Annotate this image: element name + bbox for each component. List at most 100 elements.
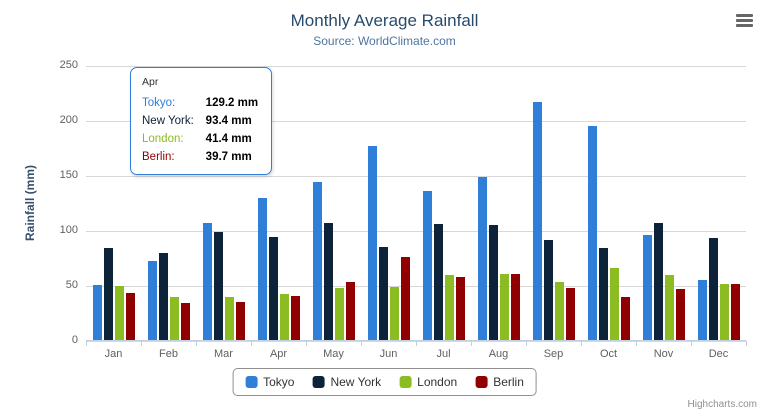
x-axis-label: Apr <box>269 348 288 360</box>
x-axis-label: Nov <box>653 348 674 360</box>
bar-berlin-jun[interactable] <box>400 257 410 340</box>
bar-tokyo-feb[interactable] <box>147 261 157 340</box>
legend-label: Tokyo <box>263 375 295 389</box>
x-axis-tick <box>471 341 472 346</box>
bar-berlin-jul[interactable] <box>455 277 465 340</box>
bar-new-york-feb[interactable] <box>158 253 168 340</box>
legend-item-london[interactable]: London <box>399 375 457 389</box>
x-axis-tick <box>691 341 692 346</box>
bar-new-york-jul[interactable] <box>433 224 443 340</box>
x-axis-tick <box>416 341 417 346</box>
bar-london-mar[interactable] <box>224 297 234 340</box>
bar-tokyo-jan[interactable] <box>92 285 102 340</box>
x-axis-label: Jul <box>436 348 451 360</box>
y-axis-title: Rainfall (mm) <box>23 164 37 242</box>
legend-swatch <box>245 376 258 388</box>
tooltip-header: Apr <box>142 76 159 88</box>
legend-label: London <box>417 375 458 389</box>
x-axis-label: Dec <box>708 348 729 360</box>
x-axis-tick <box>306 341 307 346</box>
bar-london-jul[interactable] <box>444 275 454 340</box>
bar-new-york-jan[interactable] <box>103 248 113 340</box>
bar-london-oct[interactable] <box>609 268 619 340</box>
bar-new-york-sep[interactable] <box>543 240 553 340</box>
bar-berlin-dec[interactable] <box>730 284 740 340</box>
bar-tokyo-apr[interactable] <box>257 198 267 340</box>
bar-tokyo-mar[interactable] <box>202 223 212 340</box>
y-axis-label: 0 <box>71 334 78 346</box>
gridline <box>86 121 746 122</box>
bar-berlin-nov[interactable] <box>675 289 685 340</box>
bar-tokyo-dec[interactable] <box>697 280 707 340</box>
bar-berlin-mar[interactable] <box>235 302 245 340</box>
bar-new-york-oct[interactable] <box>598 248 608 340</box>
bar-london-aug[interactable] <box>499 274 509 340</box>
gridline <box>86 66 746 67</box>
bar-london-apr[interactable] <box>279 294 289 340</box>
x-axis-tick <box>526 341 527 346</box>
bar-new-york-mar[interactable] <box>213 232 223 340</box>
bar-new-york-jun[interactable] <box>378 247 388 340</box>
credits-link[interactable]: Highcharts.com <box>687 399 757 410</box>
bar-berlin-aug[interactable] <box>510 274 520 340</box>
bar-tokyo-sep[interactable] <box>532 102 542 340</box>
legend-item-berlin[interactable]: Berlin <box>475 375 524 389</box>
bar-tokyo-jun[interactable] <box>367 146 377 340</box>
tooltip-series-name: London: <box>142 133 184 145</box>
legend-item-tokyo[interactable]: Tokyo <box>245 375 294 389</box>
x-axis-tick <box>581 341 582 346</box>
export-menu-icon[interactable] <box>736 14 753 27</box>
bar-new-york-aug[interactable] <box>488 225 498 340</box>
legend-item-new-york[interactable]: New York <box>312 375 381 389</box>
bar-berlin-apr[interactable] <box>290 296 300 340</box>
bar-london-dec[interactable] <box>719 284 729 340</box>
bar-berlin-oct[interactable] <box>620 297 630 340</box>
tooltip-series-value: 129.2 mm <box>205 97 259 109</box>
bar-new-york-nov[interactable] <box>653 223 663 340</box>
bar-tokyo-oct[interactable] <box>587 126 597 340</box>
bar-new-york-apr[interactable] <box>268 237 278 340</box>
x-axis-label: Jun <box>379 348 398 360</box>
tooltip-series-name: Berlin: <box>142 151 175 163</box>
bar-london-may[interactable] <box>334 288 344 340</box>
x-axis-label: Oct <box>599 348 618 360</box>
bar-london-feb[interactable] <box>169 297 179 340</box>
chart-subtitle: Source: WorldClimate.com <box>313 34 456 48</box>
legend-label: Berlin <box>493 375 524 389</box>
x-axis-label: Aug <box>488 348 509 360</box>
bar-tokyo-aug[interactable] <box>477 177 487 340</box>
menu-bar <box>736 14 753 17</box>
bar-london-jan[interactable] <box>114 286 124 340</box>
plot-area: 0 50 100 150 200 250 Jan Feb Mar Apr May Jun Jul Aug S… <box>60 59 747 360</box>
bar-london-nov[interactable] <box>664 275 674 340</box>
gridline <box>86 176 746 177</box>
bar-berlin-sep[interactable] <box>565 288 575 340</box>
bar-berlin-feb[interactable] <box>180 303 190 340</box>
bar-london-jun[interactable] <box>389 287 399 340</box>
bar-new-york-dec[interactable] <box>708 238 718 340</box>
x-axis-tick <box>636 341 637 346</box>
x-axis-label: Feb <box>159 348 178 360</box>
bar-london-sep[interactable] <box>554 282 564 340</box>
bar-new-york-may[interactable] <box>323 223 333 340</box>
bar-tokyo-jul[interactable] <box>422 191 432 340</box>
x-axis-tick <box>141 341 142 346</box>
y-axis-label: 150 <box>59 169 78 181</box>
bar-tokyo-may[interactable] <box>312 182 322 340</box>
x-axis-tick <box>196 341 197 346</box>
gridline <box>86 286 746 287</box>
y-axis-label: 100 <box>59 224 78 236</box>
y-axis-label: 200 <box>59 114 78 126</box>
tooltip: Apr Tokyo: 129.2 mm New York: 93.4 mm London:… <box>130 67 272 175</box>
tooltip-series-name: New York: <box>142 115 194 127</box>
x-axis-label: Sep <box>543 348 564 360</box>
bar-berlin-may[interactable] <box>345 282 355 340</box>
x-axis-tick <box>251 341 252 346</box>
x-axis-tick <box>86 341 87 346</box>
tooltip-series-value: 41.4 mm <box>205 133 252 145</box>
bar-tokyo-nov[interactable] <box>642 235 652 340</box>
gridline <box>86 231 746 232</box>
x-axis-label: Jan <box>104 348 123 360</box>
x-axis-tick <box>361 341 362 346</box>
bar-berlin-jan[interactable] <box>125 293 135 340</box>
